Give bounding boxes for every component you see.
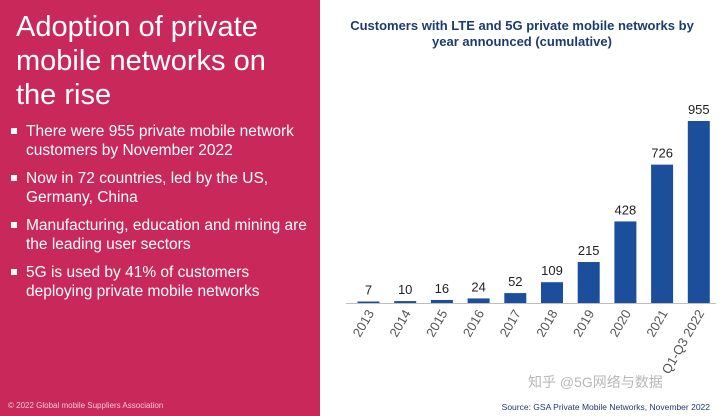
x-tick-label: 2017 bbox=[496, 307, 523, 340]
x-tick-label: 2015 bbox=[423, 307, 450, 340]
bar-2019 bbox=[577, 262, 600, 303]
data-label: 24 bbox=[471, 279, 485, 294]
bar-2016 bbox=[467, 298, 490, 303]
bullet-square-icon bbox=[11, 269, 17, 275]
bar-2014 bbox=[394, 301, 417, 303]
bar-2017 bbox=[504, 293, 527, 303]
bar-2015 bbox=[430, 299, 453, 303]
source-text: Source: GSA Private Mobile Networks, Nov… bbox=[501, 402, 710, 412]
bullet-item: 5G is used by 41% of customers deploying… bbox=[8, 263, 314, 301]
bullet-square-icon bbox=[11, 175, 17, 181]
x-tick-label: 2014 bbox=[386, 307, 413, 340]
data-label: 7 bbox=[365, 283, 372, 298]
copyright-text: © 2022 Global mobile Suppliers Associati… bbox=[8, 401, 164, 410]
bar-2018 bbox=[541, 282, 563, 303]
bullet-item: There were 955 private mobile network cu… bbox=[8, 122, 314, 160]
x-tick-label: 2020 bbox=[607, 307, 634, 340]
bar-q1-q3-2022 bbox=[687, 121, 710, 303]
x-tick-label: 2018 bbox=[533, 307, 560, 340]
data-label: 726 bbox=[651, 146, 673, 161]
watermark-text: 知乎 @5G网络与数据 bbox=[528, 374, 663, 390]
bullet-list: There were 955 private mobile network cu… bbox=[8, 122, 314, 310]
bar-2020 bbox=[614, 221, 637, 303]
x-tick-label: 2021 bbox=[643, 307, 670, 340]
bullet-text: There were 955 private mobile network cu… bbox=[26, 123, 294, 159]
bullet-text: Manufacturing, education and mining are … bbox=[26, 217, 307, 253]
chart-title: Customers with LTE and 5G private mobile… bbox=[350, 18, 694, 49]
bullet-square-icon bbox=[11, 128, 17, 134]
left-panel: Adoption of private mobile networks on t… bbox=[0, 0, 320, 416]
data-label: 16 bbox=[435, 281, 449, 296]
bullet-item: Now in 72 countries, led by the US, Germ… bbox=[8, 169, 314, 207]
bullet-square-icon bbox=[11, 222, 17, 228]
data-label: 955 bbox=[688, 102, 710, 117]
data-label: 215 bbox=[578, 243, 600, 258]
bullet-text: Now in 72 countries, led by the US, Germ… bbox=[26, 170, 269, 206]
data-label: 52 bbox=[508, 274, 522, 289]
data-label: 109 bbox=[541, 263, 563, 278]
bar-2013 bbox=[357, 301, 380, 303]
bullet-text: 5G is used by 41% of customers deploying… bbox=[26, 264, 260, 300]
headline: Adoption of private mobile networks on t… bbox=[16, 11, 266, 111]
x-tick-label: 2016 bbox=[460, 307, 487, 340]
data-label: 10 bbox=[398, 282, 412, 297]
x-tick-label: 2019 bbox=[570, 307, 597, 340]
bar-chart: 7 2013 10 2014 16 2015 24 2016 52 2017 109 2018 215 2… bbox=[346, 102, 716, 376]
x-tick-label: 2013 bbox=[350, 307, 377, 340]
bullet-item: Manufacturing, education and mining are … bbox=[8, 216, 314, 254]
bar-2021 bbox=[651, 164, 674, 303]
data-label: 428 bbox=[615, 202, 637, 217]
